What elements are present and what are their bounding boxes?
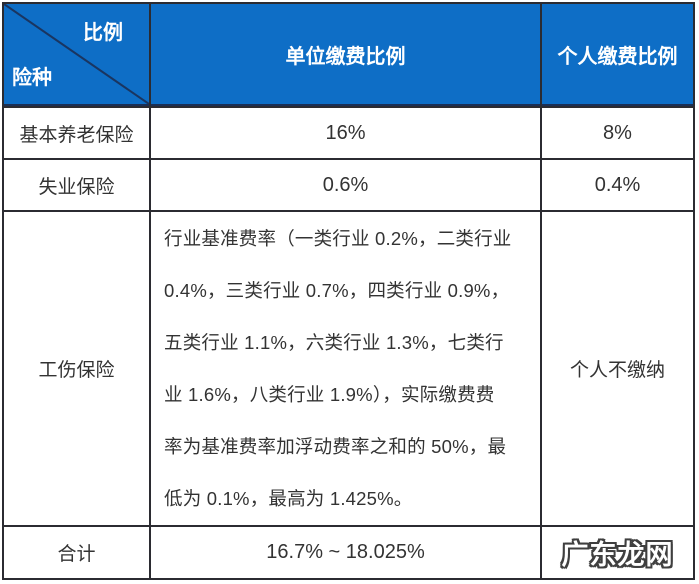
row-total-personal-cell: 广东龙网 (542, 527, 693, 578)
corner-label-ratio: 比例 (83, 22, 123, 44)
row-pension-unit-rate: 16% (151, 108, 540, 158)
site-watermark: 广东龙网 (561, 540, 674, 570)
diagonal-divider-line (4, 4, 149, 104)
row-unemployment-personal-rate: 0.4% (542, 160, 693, 210)
row-total-name: 合计 (4, 527, 149, 578)
column-header-unit-rate: 单位缴费比例 (151, 4, 540, 106)
row-unemployment-name: 失业保险 (4, 160, 149, 210)
row-total-unit-rate: 16.7% ~ 18.025% (151, 527, 540, 578)
corner-label-insurance-type: 险种 (12, 67, 52, 89)
column-header-personal-rate: 个人缴费比例 (542, 4, 693, 106)
row-work-injury-name: 工伤保险 (4, 212, 149, 525)
row-pension-name: 基本养老保险 (4, 108, 149, 158)
row-work-injury-personal-rate: 个人不缴纳 (542, 212, 693, 525)
row-pension-personal-rate: 8% (542, 108, 693, 158)
row-unemployment-unit-rate: 0.6% (151, 160, 540, 210)
corner-header-cell: 比例 险种 (4, 4, 149, 106)
row-work-injury-unit-rate-description: 行业基准费率（一类行业 0.2%，二类行业 0.4%，三类行业 0.7%，四类行… (151, 212, 540, 525)
